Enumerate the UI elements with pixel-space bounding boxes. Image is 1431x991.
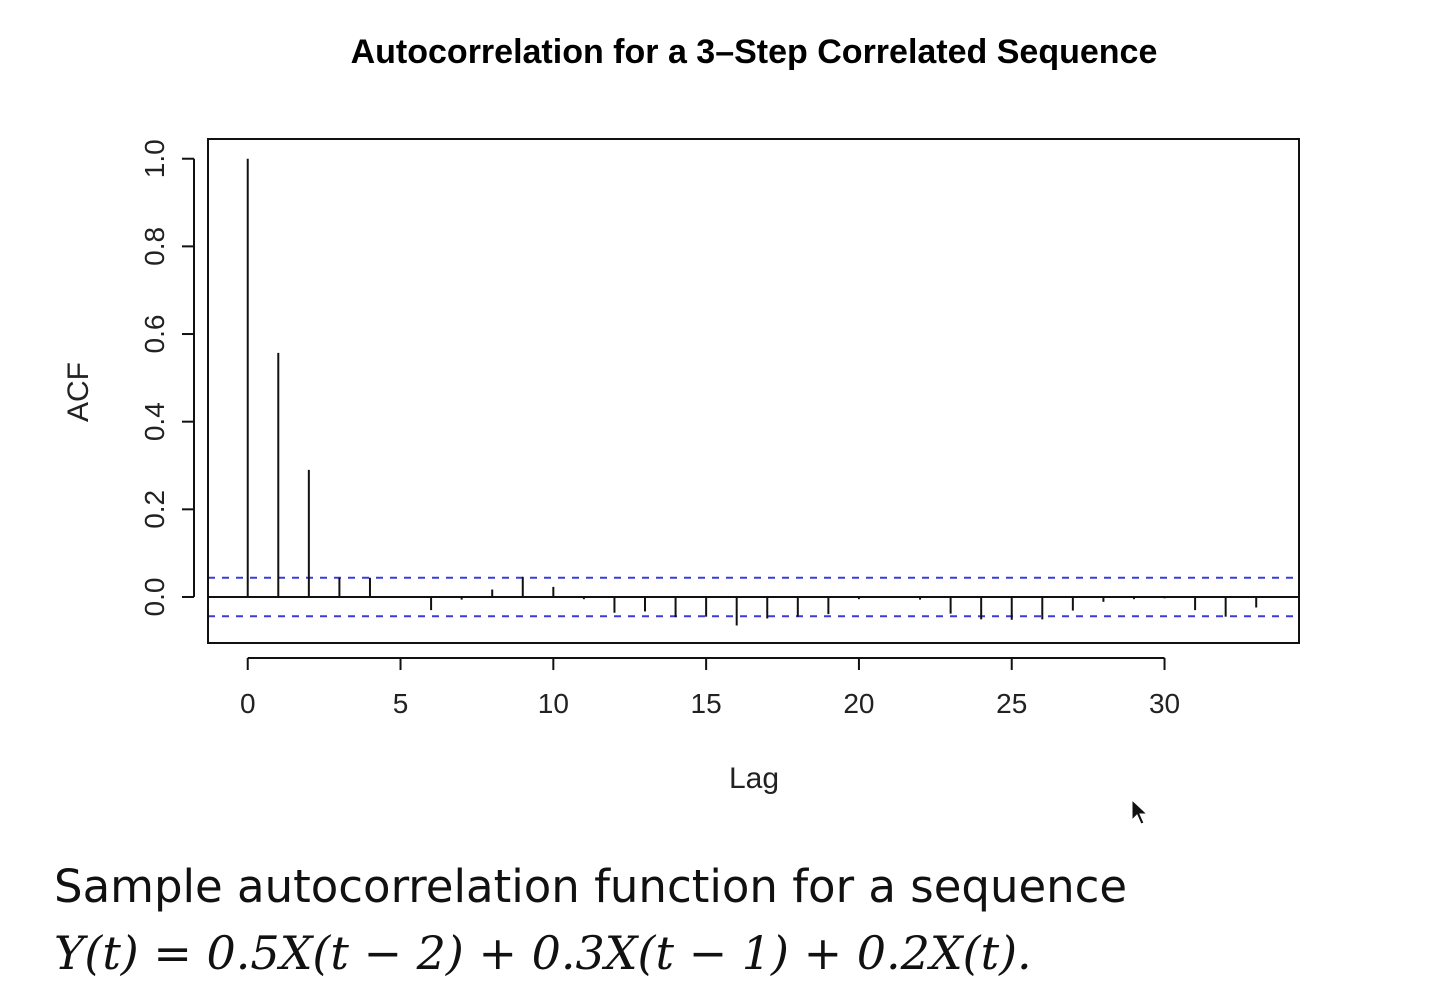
caption-description: Sample autocorrelation function for a se… xyxy=(54,860,1128,913)
caption-equation: Y(t) = 0.5X(t − 2) + 0.3X(t − 1) + 0.2X(… xyxy=(54,926,1032,980)
x-tick-label: 0 xyxy=(240,688,256,719)
x-tick-label: 20 xyxy=(843,688,874,719)
chart-title: Autocorrelation for a 3–Step Correlated … xyxy=(351,33,1158,71)
y-tick-label: 0.4 xyxy=(139,402,170,441)
x-tick-label: 10 xyxy=(538,688,569,719)
axes: 0.0 0.2 0.4 0.6 0.8 1.0 0 5 10 15 20 25 30 xyxy=(139,139,1180,719)
y-tick-label: 0.8 xyxy=(139,227,170,266)
x-tick-label: 30 xyxy=(1149,688,1180,719)
plot-frame xyxy=(207,138,1300,644)
acf-spikes xyxy=(246,158,1258,626)
x-tick-label: 5 xyxy=(393,688,409,719)
confidence-bounds xyxy=(208,576,1299,618)
y-tick-label: 0.2 xyxy=(139,490,170,529)
mouse-cursor-icon xyxy=(1131,798,1149,825)
y-tick-label: 0.0 xyxy=(139,578,170,617)
y-tick-label: 0.6 xyxy=(139,315,170,354)
x-tick-label: 25 xyxy=(996,688,1027,719)
x-tick-label: 15 xyxy=(691,688,722,719)
y-axis-label: ACF xyxy=(62,362,95,422)
x-axis-label: Lag xyxy=(729,762,779,795)
acf-chart: Autocorrelation for a 3–Step Correlated … xyxy=(62,33,1300,795)
y-tick-label: 1.0 xyxy=(139,139,170,178)
